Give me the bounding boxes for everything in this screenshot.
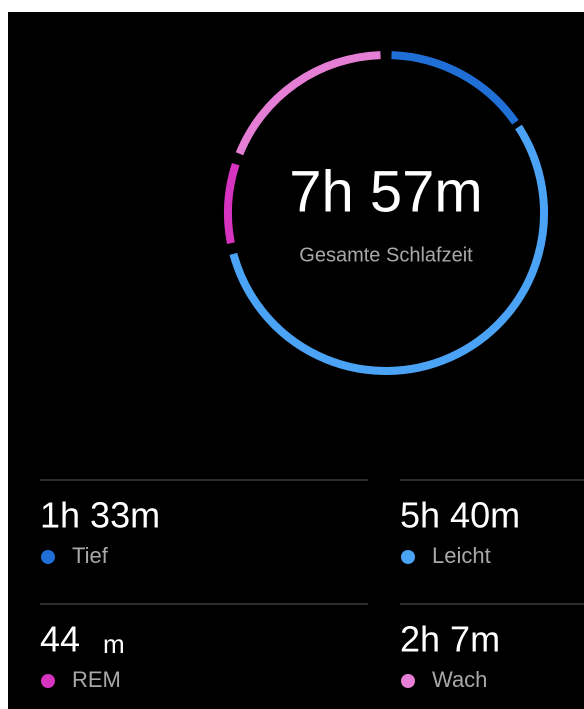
legend-dot	[401, 674, 415, 688]
legend-dot	[41, 550, 55, 564]
legend-dot	[41, 674, 55, 688]
total-label: Gesamte Schlafzeit	[299, 244, 473, 266]
ring-light	[229, 124, 549, 375]
stat-value: 5h 40m	[400, 495, 520, 536]
ring-awake	[235, 51, 381, 156]
stat-value: 2h 7m	[400, 619, 500, 660]
background	[8, 12, 584, 709]
ring-rem	[223, 162, 240, 244]
stat-value: 44	[40, 619, 80, 660]
sleep-ring	[223, 51, 549, 375]
stat-label: Leicht	[432, 543, 491, 568]
total-sleep: 7h 57m	[289, 159, 482, 224]
ring-deep	[391, 51, 519, 125]
stat-label: REM	[72, 667, 121, 692]
stat-unit: m	[103, 629, 125, 659]
stat-label: Tief	[72, 543, 109, 568]
legend-dot	[401, 550, 415, 564]
stat-label: Wach	[432, 667, 487, 692]
stat-value: 1h 33m	[40, 495, 160, 536]
